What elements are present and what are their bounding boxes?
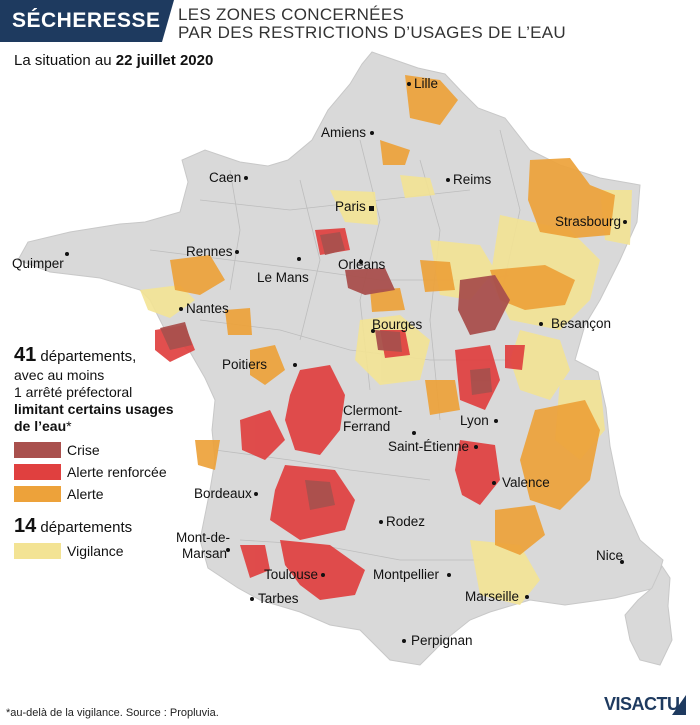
legend-swatch-vigilance — [14, 543, 61, 559]
section-tag-label: SÉCHERESSE — [12, 9, 161, 32]
city-rennes: Rennes — [186, 244, 233, 259]
city-reims: Reims — [453, 172, 492, 187]
legend-count-1-label: départements, — [36, 348, 137, 365]
city-bourges: Bourges — [372, 317, 423, 332]
legend-count-2: 14 départements — [14, 515, 184, 538]
city-mont-de-marsan-2: Marsan — [182, 546, 228, 561]
legend-line-5-text: de l’eau — [14, 418, 67, 434]
legend-label-alerte-renforcee: Alerte renforcée — [67, 463, 167, 480]
city-markers — [65, 82, 627, 643]
city-bordeaux: Bordeaux — [194, 486, 252, 501]
legend-line-4: limitant certains usages — [14, 401, 174, 417]
city-besancon: Besançon — [551, 316, 612, 331]
city-lyon: Lyon — [460, 413, 489, 428]
legend-count-2-label: départements — [36, 519, 133, 536]
legend-label-crise: Crise — [67, 441, 100, 458]
city-nice: Nice — [596, 548, 624, 563]
legend-count-1-value: 41 — [14, 344, 37, 366]
legend-item-alerte-renforcee: Alerte renforcée — [14, 461, 184, 483]
legend-swatch-alerte-renforcee — [14, 464, 61, 480]
city-quimper: Quimper — [12, 256, 64, 271]
tag-notch — [162, 0, 174, 42]
legend-label-vigilance: Vigilance — [67, 542, 124, 559]
city-toulouse: Toulouse — [264, 567, 319, 582]
city-tarbes: Tarbes — [258, 591, 299, 606]
corsica-land — [624, 564, 673, 666]
legend-item-alerte: Alerte — [14, 483, 184, 505]
legend: 41 départements, avec au moins 1 arrêté … — [14, 344, 184, 562]
date-value: 22 juillet 2020 — [115, 52, 214, 69]
visactu-logo: VISACTU — [604, 694, 680, 714]
city-nantes: Nantes — [186, 301, 229, 316]
title-line-2: PAR DES RESTRICTIONS D’USAGES DE L’EAU — [178, 23, 566, 42]
city-rodez: Rodez — [386, 514, 426, 529]
city-marseille: Marseille — [465, 589, 520, 604]
city-valence: Valence — [502, 475, 550, 490]
city-clermont-1: Clermont- — [343, 403, 403, 418]
logo-mark — [672, 695, 686, 715]
legend-swatch-alerte — [14, 486, 61, 502]
city-mont-de-marsan-1: Mont-de- — [176, 530, 231, 545]
legend-line-5: de l’eau* — [14, 418, 184, 435]
city-perpignan: Perpignan — [411, 633, 473, 648]
legend-item-crise: Crise — [14, 439, 184, 461]
legend-item-vigilance: Vigilance — [14, 540, 184, 562]
legend-swatch-crise — [14, 442, 61, 458]
city-le-mans: Le Mans — [257, 270, 309, 285]
city-paris: Paris — [335, 199, 366, 214]
city-montpellier: Montpellier — [373, 567, 440, 582]
legend-line-3: 1 arrêté préfectoral — [14, 384, 133, 400]
city-orleans: Orléans — [338, 257, 386, 272]
legend-line-2: avec au moins — [14, 367, 105, 383]
title-line-1: LES ZONES CONCERNÉES — [178, 5, 405, 24]
legend-label-alerte: Alerte — [67, 485, 104, 502]
city-strasbourg: Strasbourg — [555, 214, 622, 229]
city-saint-etienne: Saint-Étienne — [388, 439, 470, 454]
crise-zones — [160, 232, 510, 510]
city-lille: Lille — [414, 76, 439, 91]
city-caen: Caen — [209, 170, 242, 185]
date-prefix: La situation au — [14, 52, 116, 69]
city-clermont-2: Ferrand — [343, 419, 391, 434]
legend-asterisk: * — [66, 418, 72, 434]
city-amiens: Amiens — [321, 125, 367, 140]
section-tag: SÉCHERESSE — [0, 0, 162, 42]
footer-source-note: *au-delà de la vigilance. Source : Propl… — [6, 707, 219, 719]
legend-count-2-value: 14 — [14, 515, 37, 537]
city-poitiers: Poitiers — [222, 357, 268, 372]
alerte-zones — [170, 75, 615, 555]
date-subtitle: La situation au 22 juillet 2020 — [14, 52, 213, 69]
legend-count-1: 41 départements, — [14, 344, 184, 367]
